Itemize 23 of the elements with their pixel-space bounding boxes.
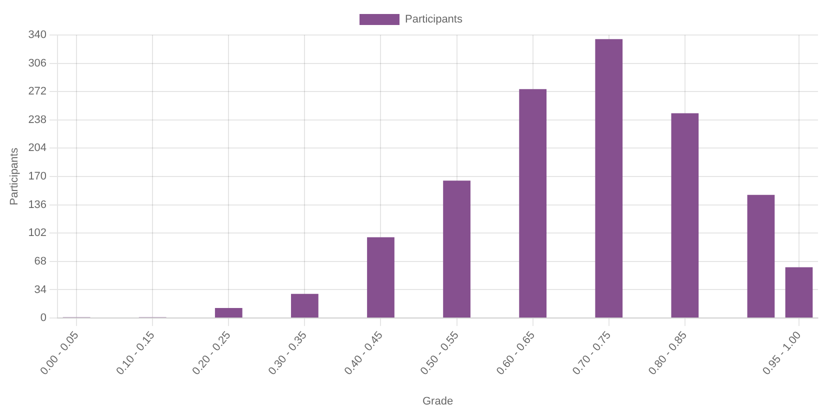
bar bbox=[785, 267, 813, 318]
bar bbox=[519, 89, 547, 318]
y-tick-label: 136 bbox=[28, 198, 47, 211]
y-tick-label: 0 bbox=[40, 312, 47, 324]
y-tick-label: 340 bbox=[28, 29, 47, 42]
bar bbox=[367, 237, 394, 318]
y-tick-label: 272 bbox=[28, 86, 47, 98]
y-tick-label: 306 bbox=[28, 57, 47, 70]
bar bbox=[443, 180, 470, 318]
y-tick-label: 170 bbox=[28, 170, 47, 183]
bar bbox=[671, 113, 699, 318]
y-tick-label: 68 bbox=[34, 255, 47, 268]
y-tick-label: 34 bbox=[34, 284, 47, 296]
y-tick-label: 238 bbox=[28, 114, 47, 126]
legend-label: Participants bbox=[405, 14, 463, 26]
bar bbox=[214, 308, 242, 318]
y-tick-label: 102 bbox=[28, 227, 47, 240]
y-tick-label: 204 bbox=[28, 142, 47, 154]
bar bbox=[291, 294, 318, 318]
y-axis-title: Participants bbox=[8, 147, 21, 206]
bar bbox=[595, 39, 623, 318]
bar bbox=[747, 194, 775, 318]
x-axis-title: Grade bbox=[422, 395, 454, 408]
